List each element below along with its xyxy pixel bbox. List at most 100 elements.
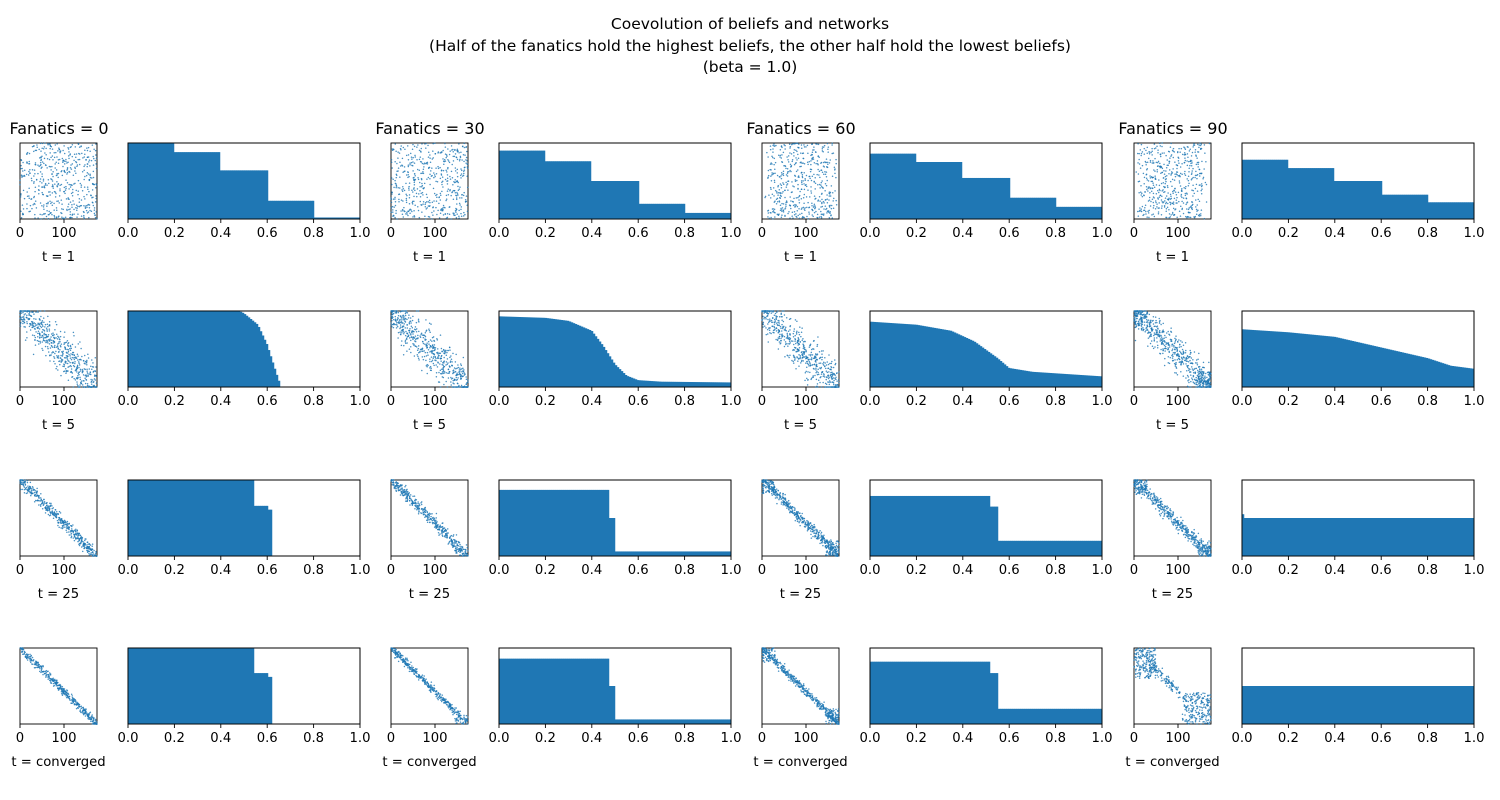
network-point-1-1-483 bbox=[51, 148, 54, 150]
network-point-2-2-216 bbox=[400, 320, 403, 322]
network-point-1-3-45 bbox=[68, 534, 71, 536]
belief-bar-1-2-20 bbox=[166, 311, 169, 387]
network-point-2-3-255 bbox=[404, 486, 406, 488]
network-point-2-4-403 bbox=[405, 659, 407, 661]
network-point-2-4-279 bbox=[436, 697, 439, 699]
belief-bar-2-3-61 bbox=[619, 551, 622, 556]
network-point-1-2-348 bbox=[52, 351, 54, 353]
network-point-2-2-548 bbox=[442, 367, 444, 369]
network-point-1-1-85 bbox=[26, 191, 28, 193]
belief-2-2-xtick-label-6: 1.0 bbox=[721, 394, 742, 409]
network-point-2-3-401 bbox=[462, 552, 464, 555]
belief-bar-2-1-87 bbox=[671, 203, 674, 219]
network-point-2-3-369 bbox=[401, 484, 403, 486]
network-point-1-3-449 bbox=[22, 484, 24, 486]
network-point-2-1-197 bbox=[443, 163, 445, 166]
network-point-1-2-272 bbox=[61, 360, 63, 362]
belief-bar-1-3-6 bbox=[138, 480, 141, 556]
network-point-2-2-221 bbox=[460, 384, 463, 387]
belief-bar-2-2-31 bbox=[559, 319, 562, 387]
network-point-2-1-337 bbox=[458, 151, 460, 154]
network-point-2-1-311 bbox=[461, 169, 463, 172]
network-point-1-3-347 bbox=[73, 539, 76, 542]
network-point-1-3-390 bbox=[87, 543, 89, 546]
network-point-1-1-452 bbox=[48, 165, 51, 168]
row-label-1-4: t = converged bbox=[11, 755, 105, 770]
network-point-1-2-550 bbox=[85, 386, 87, 388]
network-point-1-4-338 bbox=[42, 664, 44, 667]
belief-1-4-xtick-label-5: 0.8 bbox=[303, 731, 324, 746]
network-point-1-3-271 bbox=[83, 543, 85, 546]
network-point-1-1-31 bbox=[49, 147, 51, 150]
network-point-1-3-412 bbox=[52, 507, 55, 509]
belief-bar-2-3-65 bbox=[627, 551, 630, 556]
network-point-2-3-431 bbox=[403, 490, 406, 493]
belief-bar-2-4-61 bbox=[619, 719, 622, 724]
belief-bar-1-1-17 bbox=[160, 143, 163, 219]
network-point-2-1-216 bbox=[455, 156, 458, 159]
network-point-1-1-150 bbox=[45, 164, 47, 167]
network-point-2-2-148 bbox=[427, 340, 430, 343]
network-point-2-2-431 bbox=[454, 371, 456, 373]
network-point-2-1-450 bbox=[446, 177, 449, 180]
network-point-2-3-393 bbox=[456, 546, 458, 549]
network-point-1-4-359 bbox=[30, 659, 32, 662]
network-point-2-2-116 bbox=[458, 370, 461, 373]
network-point-2-2-88 bbox=[415, 321, 418, 324]
network-point-1-3-335 bbox=[74, 530, 77, 533]
network-point-1-4-51 bbox=[65, 696, 68, 699]
network-point-1-1-270 bbox=[21, 167, 23, 170]
network-point-2-2-453 bbox=[433, 353, 435, 356]
network-point-1-1-46 bbox=[66, 171, 69, 174]
network-point-2-3-379 bbox=[445, 529, 448, 532]
belief-bar-1-3-57 bbox=[240, 480, 243, 556]
network-point-2-1-145 bbox=[449, 175, 451, 178]
network-1-4-xtick-label-1: 0 bbox=[16, 731, 24, 746]
network-point-2-3-365 bbox=[418, 503, 421, 505]
network-point-2-2-326 bbox=[443, 370, 446, 373]
network-point-1-3-237 bbox=[29, 491, 32, 494]
network-point-1-4-31 bbox=[57, 689, 60, 691]
network-1-2-xtick-label-1: 0 bbox=[16, 394, 24, 409]
network-point-1-1-394 bbox=[68, 157, 70, 160]
network-point-1-1-143 bbox=[45, 153, 47, 156]
belief-bar-1-4-61 bbox=[248, 648, 251, 724]
network-point-2-3-333 bbox=[444, 533, 447, 535]
network-point-2-1-209 bbox=[460, 215, 463, 218]
belief-bar-2-3-93 bbox=[683, 551, 686, 556]
network-point-2-1-60 bbox=[441, 190, 443, 193]
network-point-1-1-447 bbox=[47, 202, 49, 205]
network-point-1-3-15 bbox=[85, 544, 87, 546]
network-point-2-2-377 bbox=[417, 320, 420, 322]
network-point-2-1-511 bbox=[407, 176, 409, 179]
network-point-2-2-505 bbox=[467, 379, 469, 381]
network-point-1-1-228 bbox=[74, 170, 76, 172]
network-point-2-1-438 bbox=[428, 166, 431, 169]
network-point-1-1-489 bbox=[22, 189, 25, 192]
network-point-2-1-364 bbox=[432, 187, 435, 190]
network-point-1-1-325 bbox=[75, 156, 77, 158]
network-point-2-4-260 bbox=[451, 703, 453, 706]
belief-bar-2-1-14 bbox=[525, 150, 528, 219]
network-point-2-1-441 bbox=[441, 151, 443, 153]
network-point-2-2-539 bbox=[447, 377, 450, 379]
belief-1-2-xtick-label-3: 0.4 bbox=[210, 394, 231, 409]
belief-bar-2-1-23 bbox=[543, 150, 546, 219]
belief-bar-2-1-104 bbox=[705, 212, 708, 219]
belief-bar-1-2-37 bbox=[200, 311, 203, 387]
network-point-1-2-558 bbox=[57, 343, 59, 345]
network-point-2-2-558 bbox=[414, 335, 417, 337]
network-point-2-4-237 bbox=[411, 669, 413, 671]
network-point-1-1-158 bbox=[81, 171, 84, 173]
belief-bar-2-3-86 bbox=[669, 551, 672, 556]
network-point-2-1-17 bbox=[466, 159, 468, 162]
belief-bar-1-2-75 bbox=[276, 374, 279, 387]
network-point-1-1-373 bbox=[77, 143, 80, 145]
network-point-1-2-111 bbox=[79, 370, 82, 372]
network-point-2-1-394 bbox=[432, 150, 434, 152]
network-point-2-2-87 bbox=[431, 352, 433, 354]
network-point-2-1-369 bbox=[422, 187, 424, 190]
network-point-1-3-125 bbox=[56, 519, 59, 522]
belief-bar-2-2-99 bbox=[695, 382, 698, 387]
network-point-1-2-236 bbox=[49, 354, 51, 356]
